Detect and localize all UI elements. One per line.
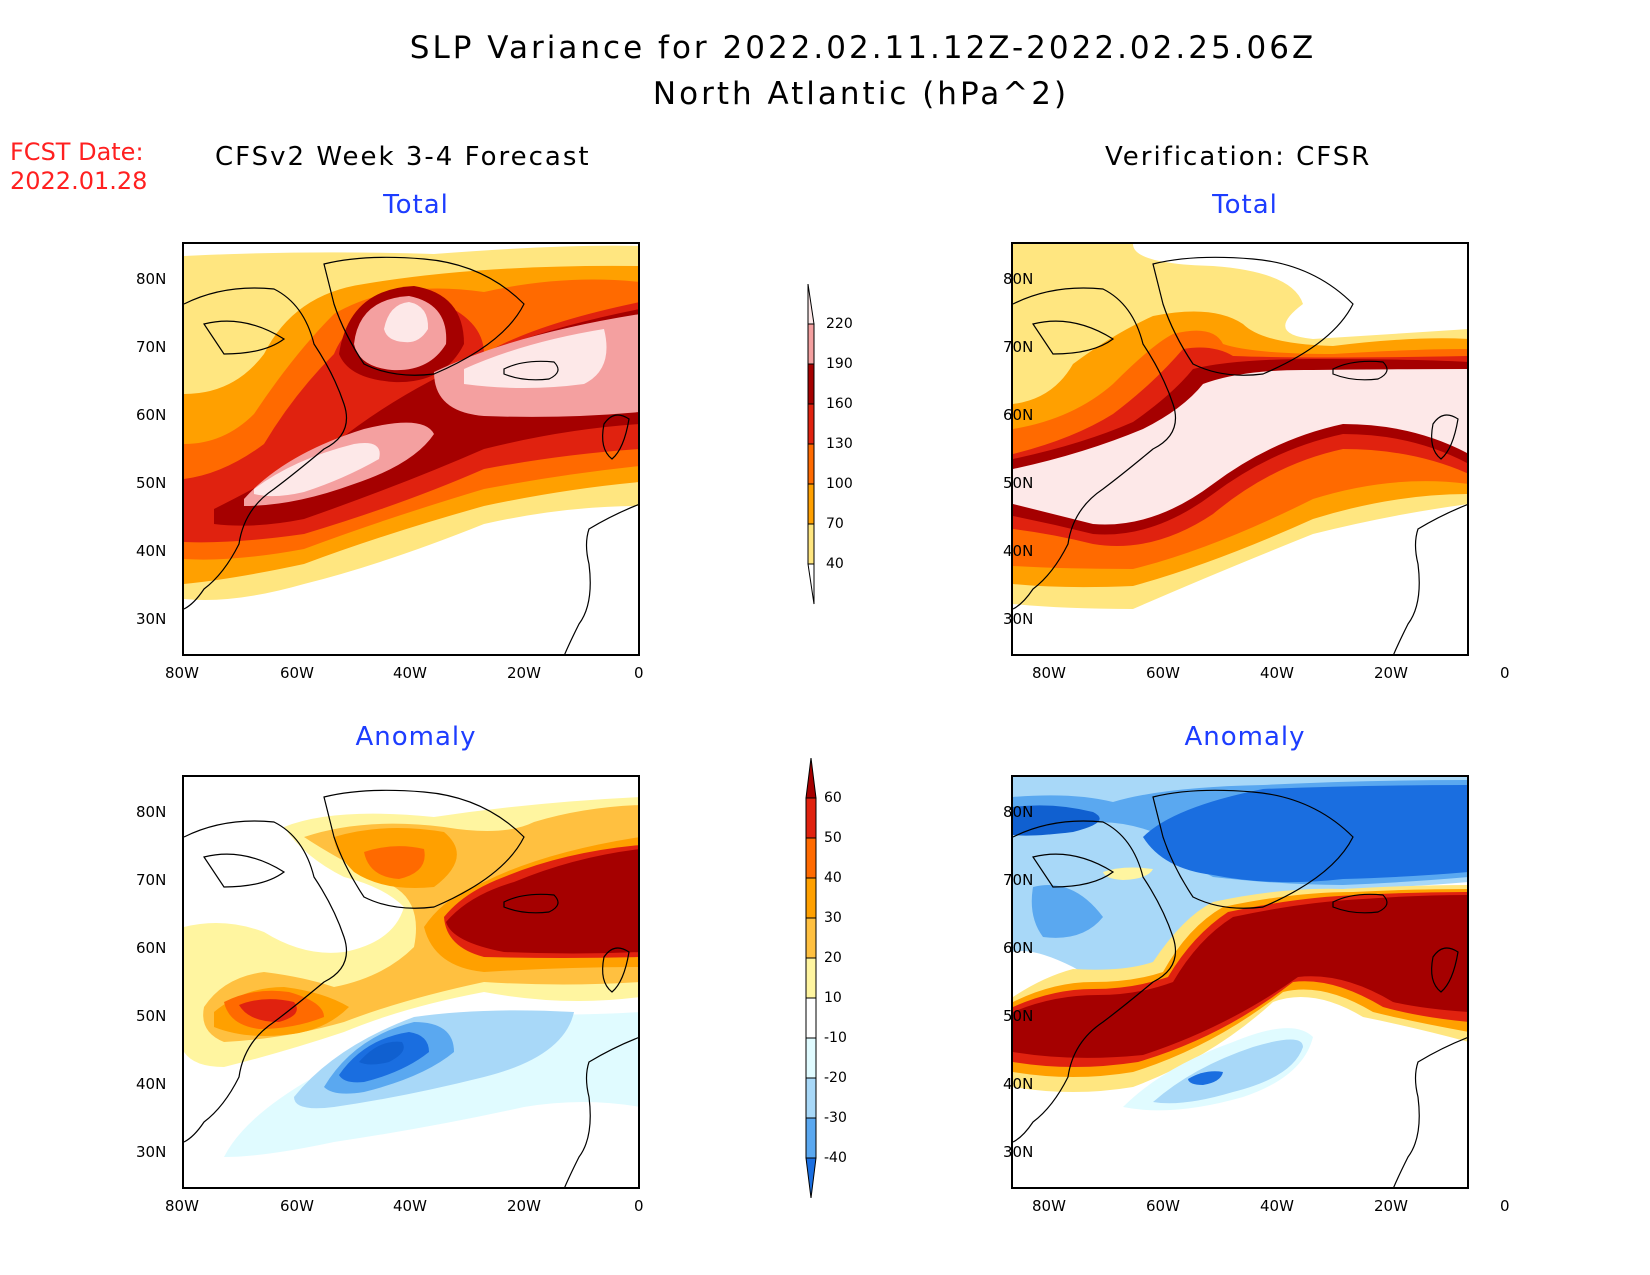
lon-tick: 0 (1500, 1197, 1510, 1215)
lat-tick: 40N (1003, 1075, 1034, 1093)
lat-tick: 50N (1003, 474, 1034, 492)
lon-tick: 40W (393, 1197, 427, 1215)
chart-subtitle: North Atlantic (hPa^2) (652, 76, 1070, 112)
lat-tick: 70N (1003, 338, 1034, 356)
colorbar-anomaly-label: 10 (824, 990, 842, 1006)
colorbar-total-label: 190 (826, 356, 853, 372)
colorbar-total-label: 100 (826, 476, 853, 492)
colorbar-anomaly-label: 30 (824, 910, 842, 926)
lon-tick: 40W (1260, 1197, 1294, 1215)
shaded-field-verif-total (1013, 244, 1467, 654)
lon-tick: 80W (165, 664, 199, 682)
lon-tick: 60W (280, 1197, 314, 1215)
panel-title-verif-anomaly: Anomaly (1184, 722, 1306, 752)
colorbar-total-graphic (807, 283, 815, 605)
lat-tick: 30N (136, 610, 167, 628)
map-panel-fcst-total (182, 242, 640, 656)
lat-tick: 70N (1003, 871, 1034, 889)
colorbar-total: 220 190 160 130 100 70 40 (800, 283, 870, 614)
colorbar-anomaly-label: 50 (824, 830, 842, 846)
colorbar-total-label: 220 (826, 316, 853, 332)
lat-tick: 60N (136, 406, 167, 424)
lat-tick: 80N (136, 270, 167, 288)
lon-tick: 0 (1500, 664, 1510, 682)
lat-tick: 40N (136, 542, 167, 560)
colorbar-total-label: 40 (826, 556, 844, 572)
verification-column-heading: Verification: CFSR (1105, 142, 1372, 172)
colorbar-anomaly-label: -10 (824, 1030, 847, 1046)
lat-tick: 30N (1003, 1143, 1034, 1161)
lat-tick: 50N (1003, 1007, 1034, 1025)
lat-tick: 80N (1003, 270, 1034, 288)
lat-tick: 60N (1003, 939, 1034, 957)
lon-tick: 0 (634, 1197, 644, 1215)
shaded-field-fcst-total (184, 244, 638, 654)
lat-tick: 50N (136, 1007, 167, 1025)
fcst-date-value: 2022.01.28 (10, 167, 148, 195)
lon-tick: 80W (165, 1197, 199, 1215)
lat-tick: 70N (136, 338, 167, 356)
lat-tick: 60N (1003, 406, 1034, 424)
lon-tick: 60W (1146, 1197, 1180, 1215)
lat-tick: 70N (136, 871, 167, 889)
panel-title-verif-total: Total (1212, 190, 1278, 220)
colorbar-anomaly-label: -20 (824, 1070, 847, 1086)
map-panel-fcst-anomaly (182, 775, 640, 1189)
lat-tick: 40N (1003, 542, 1034, 560)
lat-tick: 40N (136, 1075, 167, 1093)
map-panel-verif-total (1011, 242, 1469, 656)
lat-tick: 80N (1003, 803, 1034, 821)
lon-tick: 40W (393, 664, 427, 682)
lat-tick: 30N (1003, 610, 1034, 628)
lat-tick: 30N (136, 1143, 167, 1161)
colorbar-total-label: 130 (826, 436, 853, 452)
panel-title-fcst-total: Total (383, 190, 449, 220)
colorbar-anomaly-label: -40 (824, 1150, 847, 1166)
fcst-date-label: FCST Date: (10, 138, 144, 166)
colorbar-anomaly-graphic (805, 757, 817, 1199)
colorbar-anomaly-label: -30 (824, 1110, 847, 1126)
coastlines (1013, 256, 1467, 654)
map-panel-verif-anomaly (1011, 775, 1469, 1189)
colorbar-total-label: 70 (826, 516, 844, 532)
coastlines (184, 789, 638, 1187)
lon-tick: 40W (1260, 664, 1294, 682)
lon-tick: 20W (507, 664, 541, 682)
lat-tick: 80N (136, 803, 167, 821)
shaded-field-verif-anomaly (1013, 777, 1467, 1187)
forecast-date-block: FCST Date: 2022.01.28 (10, 138, 147, 196)
lon-tick: 20W (507, 1197, 541, 1215)
colorbar-anomaly-label: 60 (824, 790, 842, 806)
coastlines (184, 256, 638, 654)
lon-tick: 80W (1032, 664, 1066, 682)
lon-tick: 80W (1032, 1197, 1066, 1215)
colorbar-total-label: 160 (826, 396, 853, 412)
lon-tick: 60W (280, 664, 314, 682)
lon-tick: 0 (634, 664, 644, 682)
panel-title-fcst-anomaly: Anomaly (355, 722, 477, 752)
shaded-field-fcst-anomaly (184, 777, 638, 1187)
lat-tick: 60N (136, 939, 167, 957)
lon-tick: 60W (1146, 664, 1180, 682)
coastlines (1013, 789, 1467, 1187)
forecast-column-heading: CFSv2 Week 3-4 Forecast (215, 142, 591, 172)
lon-tick: 20W (1374, 1197, 1408, 1215)
colorbar-anomaly-label: 20 (824, 950, 842, 966)
lon-tick: 20W (1374, 664, 1408, 682)
chart-title: SLP Variance for 2022.02.11.12Z-2022.02.… (409, 30, 1317, 66)
lat-tick: 50N (136, 474, 167, 492)
colorbar-anomaly: 60 50 40 30 20 10 -10 -20 -30 -40 (800, 757, 870, 1208)
colorbar-anomaly-label: 40 (824, 870, 842, 886)
